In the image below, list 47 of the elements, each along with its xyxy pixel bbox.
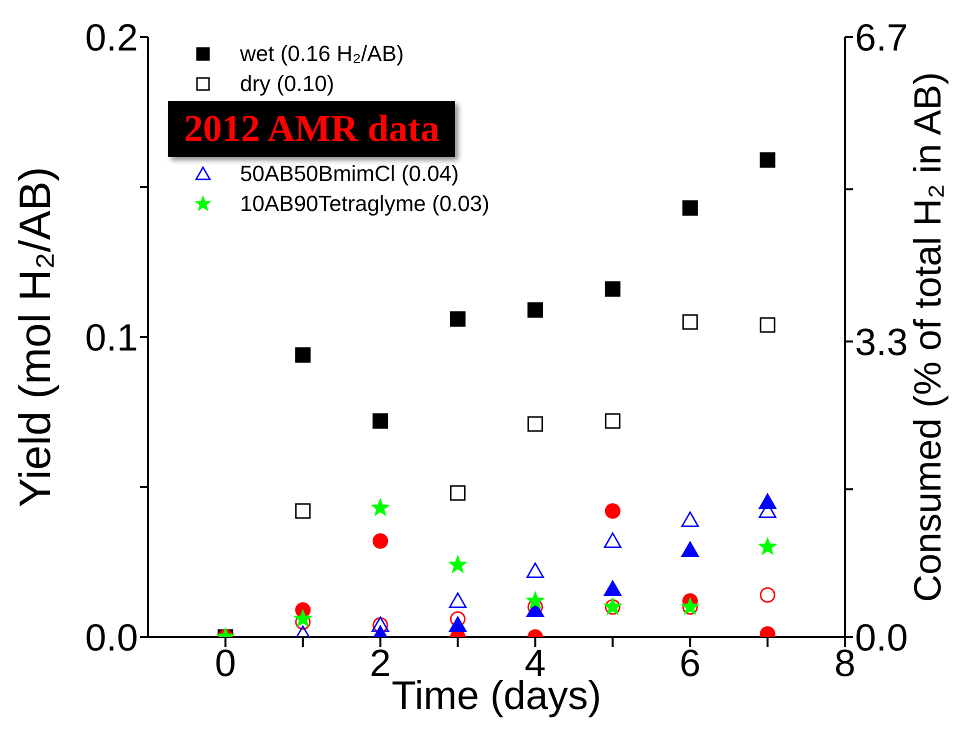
- legend-label: dry (0.10): [240, 71, 334, 97]
- point: [372, 533, 388, 549]
- point: [760, 587, 776, 603]
- point: [604, 532, 622, 548]
- point: [450, 611, 466, 627]
- point: [295, 503, 311, 519]
- point: [448, 556, 467, 573]
- point: [526, 562, 544, 578]
- y-axis-title: Yield (mol H₂/AB): [11, 166, 61, 508]
- y-tick-label: 0.1: [85, 317, 138, 360]
- point: [527, 416, 543, 432]
- annotation: 2012 AMR data: [168, 101, 456, 157]
- point: [758, 538, 777, 555]
- point: [682, 314, 698, 330]
- y2-tick-label: 6.7: [855, 17, 908, 60]
- legend-label: 50AB50BmimCl (0.04): [240, 161, 459, 187]
- point: [681, 542, 699, 558]
- point: [604, 413, 620, 429]
- legend-label: 10AB90Tetraglyme (0.03): [240, 191, 490, 217]
- x-tick-label: 4: [524, 642, 546, 685]
- point: [527, 302, 543, 318]
- point: [450, 311, 466, 327]
- x-tick-label: 2: [370, 642, 391, 685]
- point: [294, 610, 312, 627]
- point: [604, 281, 620, 297]
- point: [448, 616, 467, 632]
- point: [682, 200, 698, 216]
- point: [604, 503, 620, 519]
- legend-label: wet (0.16 H₂/AB): [240, 41, 404, 67]
- point: [526, 592, 544, 609]
- y-tick-label: 0.2: [85, 17, 138, 60]
- point: [604, 580, 622, 596]
- y2-tick-label: 3.3: [855, 322, 908, 364]
- x-tick-label: 8: [834, 642, 856, 685]
- text: 0.0: [85, 617, 138, 660]
- point: [372, 413, 388, 429]
- point: [760, 152, 776, 168]
- x-tick-label: 6: [680, 642, 701, 685]
- point: [450, 485, 466, 501]
- x-tick-label: 0: [214, 642, 236, 685]
- point: [371, 498, 390, 516]
- point: [295, 347, 311, 363]
- y2-tick-label: 0.0: [855, 617, 908, 660]
- y2-axis-title: Consumed (% of total H₂ in AB): [908, 72, 950, 602]
- point: [681, 512, 699, 528]
- point: [448, 592, 467, 608]
- point: [760, 317, 776, 333]
